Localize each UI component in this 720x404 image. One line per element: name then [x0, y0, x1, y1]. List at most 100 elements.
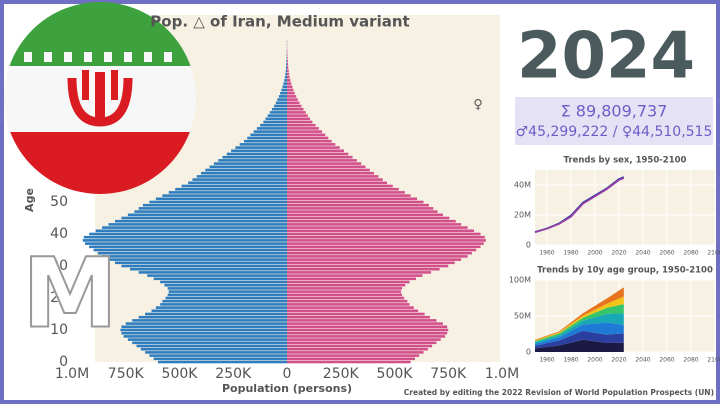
- bar: [287, 139, 332, 143]
- bar: [138, 315, 287, 319]
- bar: [287, 335, 446, 338]
- year: 2024: [517, 20, 695, 94]
- bar: [287, 127, 319, 130]
- bar: [287, 101, 300, 105]
- bar: [175, 187, 287, 191]
- bar: [121, 325, 287, 329]
- bar: [287, 303, 410, 306]
- y-tick-label: 0: [59, 354, 68, 370]
- bar: [121, 264, 287, 268]
- bar: [287, 216, 450, 220]
- bar: [287, 306, 414, 309]
- bar: [196, 175, 287, 178]
- bar: [287, 91, 295, 95]
- x-tick-label: 250K: [323, 366, 360, 382]
- y-tick-label: 20M: [514, 211, 531, 220]
- y-tick-label: 10: [50, 322, 68, 338]
- bar: [275, 101, 287, 105]
- bar: [287, 226, 468, 229]
- bar: [181, 184, 287, 188]
- bar: [201, 171, 287, 175]
- bar: [287, 143, 336, 146]
- bar: [287, 133, 326, 137]
- y-axis-label: Age: [23, 188, 36, 212]
- bar: [145, 312, 287, 316]
- by-sex: ♂45,299,222 / ♀44,510,515: [516, 124, 713, 140]
- bar: [287, 239, 486, 242]
- bar: [287, 267, 440, 271]
- bar: [287, 149, 344, 153]
- bar: [287, 181, 387, 185]
- bar: [256, 127, 287, 130]
- bar: [263, 120, 287, 124]
- x-tick-label: 1.0M: [485, 366, 519, 382]
- bar: [132, 319, 287, 322]
- x-tick-label: 500K: [162, 366, 199, 382]
- bar: [287, 360, 411, 364]
- x-tick-label: 2000: [587, 357, 602, 364]
- bar: [287, 219, 456, 223]
- bar: [287, 229, 475, 233]
- bar: [165, 296, 287, 300]
- bar: [132, 341, 287, 345]
- bar: [155, 306, 287, 309]
- y-tick-label: 0: [526, 348, 531, 357]
- y-tick-label: 0: [526, 241, 531, 250]
- bar: [153, 277, 287, 281]
- bar: [127, 338, 288, 341]
- bar: [164, 283, 287, 287]
- bar: [244, 139, 287, 143]
- bar: [168, 290, 287, 293]
- bar: [213, 162, 287, 165]
- y-tick-label: 50M: [514, 312, 531, 321]
- bar: [281, 88, 287, 92]
- bar: [149, 200, 287, 204]
- bar: [287, 104, 302, 108]
- bar: [89, 245, 287, 249]
- bar: [287, 328, 449, 332]
- x-tick-label: 2100: [707, 250, 720, 257]
- bar: [287, 357, 415, 361]
- bar: [247, 136, 287, 140]
- bar: [108, 223, 287, 226]
- bar: [287, 255, 468, 258]
- bar: [287, 194, 411, 197]
- bar: [269, 111, 287, 114]
- bar: [287, 261, 455, 265]
- bar: [158, 360, 287, 364]
- x-tick-label: 2080: [683, 250, 698, 257]
- bar: [287, 111, 306, 114]
- bar: [115, 261, 287, 265]
- bar: [284, 79, 287, 82]
- bar: [287, 293, 403, 297]
- bar: [265, 117, 287, 121]
- y-tick-label: 50: [50, 194, 68, 210]
- bar: [287, 258, 462, 261]
- bar: [115, 219, 287, 223]
- bar: [260, 123, 287, 127]
- bar: [147, 274, 287, 277]
- bar: [287, 187, 399, 191]
- bar: [108, 258, 287, 261]
- bar: [102, 255, 287, 258]
- total-box: [515, 97, 713, 145]
- x-axis-label: Population (persons): [222, 382, 352, 395]
- x-tick-label: 1960: [539, 357, 554, 364]
- bar: [287, 248, 477, 252]
- x-tick-label: 1980: [563, 250, 578, 257]
- bar: [282, 85, 287, 89]
- x-tick-label: 2020: [611, 250, 626, 257]
- bar: [287, 245, 481, 249]
- chart-title: Trends by 10y age group, 1950-2100: [537, 266, 713, 276]
- bar: [209, 165, 287, 169]
- sex-trend-bg: [535, 170, 715, 245]
- y-tick-label: 30: [50, 258, 68, 274]
- bar: [287, 88, 294, 92]
- bar: [287, 264, 449, 268]
- bar: [287, 299, 408, 303]
- bar: [102, 226, 287, 229]
- bar: [287, 56, 288, 60]
- bar: [121, 331, 287, 335]
- bar: [287, 319, 437, 322]
- bar: [287, 85, 293, 89]
